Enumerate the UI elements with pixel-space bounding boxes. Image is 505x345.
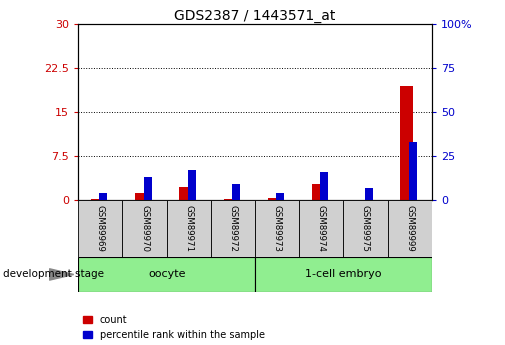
Bar [91,199,104,200]
Bar [99,193,108,200]
Text: GSM89972: GSM89972 [228,205,237,252]
Bar [276,193,284,200]
Bar [232,184,240,200]
Bar [144,177,152,200]
Bar [123,200,167,257]
Bar [211,200,255,257]
Text: development stage: development stage [3,269,104,279]
Text: GSM89971: GSM89971 [184,205,193,252]
Bar [78,257,255,292]
Bar [78,200,123,257]
Bar [409,142,417,200]
Bar [224,199,236,200]
Bar [312,184,324,200]
Bar [255,257,432,292]
Bar [321,172,328,200]
Bar [268,198,280,200]
Bar [167,200,211,257]
Text: 1-cell embryo: 1-cell embryo [305,269,382,279]
Bar [365,188,373,200]
Bar [388,200,432,257]
Text: GSM89974: GSM89974 [317,205,326,252]
Legend: count, percentile rank within the sample: count, percentile rank within the sample [83,315,265,340]
Text: GSM89973: GSM89973 [273,205,282,252]
Bar [255,200,299,257]
Polygon shape [49,269,74,280]
Text: GSM89999: GSM89999 [405,205,414,252]
Bar [135,193,147,200]
Title: GDS2387 / 1443571_at: GDS2387 / 1443571_at [174,9,336,23]
Bar [299,200,343,257]
Bar [343,200,388,257]
Text: GSM89969: GSM89969 [96,205,105,252]
Text: GSM89975: GSM89975 [361,205,370,252]
Bar [188,170,196,200]
Bar [179,187,192,200]
Bar [400,86,413,200]
Text: GSM89970: GSM89970 [140,205,149,252]
Text: oocyte: oocyte [148,269,185,279]
